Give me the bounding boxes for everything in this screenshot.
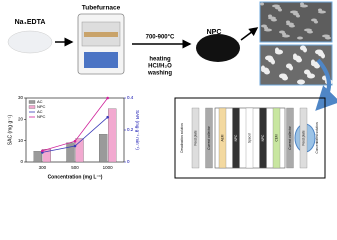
line: [42, 97, 108, 152]
cell-layer: [205, 107, 213, 169]
cell-label: Current collector: [288, 125, 292, 149]
pore: [265, 55, 273, 61]
pore: [315, 49, 323, 55]
cell-label: NPC: [261, 134, 265, 141]
bar: [75, 138, 84, 163]
cell-label: AEM: [220, 134, 224, 141]
precursor-label: Na₄EDTA: [15, 19, 46, 26]
cell-layer: [245, 107, 254, 169]
legend-label: NPC: [37, 114, 46, 119]
pore: [279, 73, 287, 79]
condition-label: washing: [147, 71, 172, 77]
cell-label: NPC: [234, 134, 238, 141]
pore: [286, 63, 292, 69]
pore: [272, 4, 280, 8]
bar: [66, 142, 75, 163]
line-point: [73, 139, 77, 143]
y2-tick-label: 0: [127, 159, 130, 164]
pore: [290, 10, 298, 14]
legend-label: AC: [37, 99, 43, 104]
furnace-label: Tubefurnace: [82, 5, 121, 12]
bar: [99, 134, 108, 163]
pore: [279, 30, 285, 34]
line-point: [41, 149, 44, 153]
pore: [268, 14, 272, 18]
y-tick-label: 30: [18, 95, 24, 100]
y-tick-label: 10: [18, 138, 24, 143]
pore: [304, 69, 310, 75]
cell-layer: [191, 107, 200, 169]
line-point: [106, 115, 109, 119]
y-tick-label: 0: [20, 159, 23, 164]
cell-layer: [218, 107, 227, 169]
cell-label: Desalination solution: [180, 123, 184, 153]
pore: [311, 59, 315, 65]
legend-label: AC: [37, 109, 43, 114]
cell-layer: [259, 107, 267, 169]
pore: [261, 65, 265, 71]
cell-layer: [272, 107, 281, 169]
cell-layer: [286, 107, 294, 169]
pore: [260, 2, 264, 6]
pore: [300, 2, 304, 6]
condition-label: HCl/H₂O: [148, 64, 172, 70]
line-point: [73, 144, 77, 148]
product-label: NPC: [207, 29, 222, 36]
x-tick-label: 500: [71, 165, 79, 170]
y2-tick-label: 0.4: [127, 95, 134, 100]
bar: [33, 151, 42, 163]
legend-label: NPC: [37, 104, 46, 109]
pore: [300, 45, 306, 51]
pore: [311, 18, 317, 22]
condition-label: 700-900°C: [146, 35, 175, 41]
pore: [297, 79, 305, 85]
cell-label: Current collector: [207, 125, 211, 149]
y-axis-label: SAC (mg g⁻¹): [7, 114, 13, 145]
legend-swatch: [28, 105, 36, 109]
tube-furnace: [77, 13, 125, 75]
line-point: [106, 96, 109, 100]
pore: [293, 53, 297, 59]
npc-powder: [196, 34, 240, 62]
graphical-abstract: Na₄EDTA Tubefurnace NPC Desalination sol…: [7, 1, 337, 180]
arrow: [240, 27, 259, 41]
pore: [275, 47, 279, 53]
pore: [297, 36, 303, 40]
powder: [7, 30, 53, 54]
pore: [322, 34, 330, 38]
cell-label: Feed plate: [193, 130, 197, 145]
y-tick-label: 20: [18, 117, 24, 122]
cell-layer: [299, 107, 308, 169]
x-tick-label: 300: [39, 165, 47, 170]
pore: [304, 28, 312, 32]
cell-label: Concentrated solution: [315, 122, 319, 153]
y2-tick-label: 0.2: [127, 127, 134, 132]
y2-axis-label: SAR (mg g⁻¹ min⁻¹): [135, 110, 140, 150]
x-tick-label: 1000: [103, 165, 114, 170]
x-axis-label: Concentration (mg L⁻¹): [48, 174, 103, 180]
condition-label: heating: [149, 57, 171, 63]
cell-label: Spacer: [247, 132, 251, 143]
sem-image: [259, 1, 333, 43]
pore: [261, 24, 267, 28]
cell-label: Feed plate: [301, 130, 305, 145]
pore: [286, 20, 290, 24]
cell-label: CEM: [274, 134, 278, 141]
cell-layer: [232, 107, 240, 169]
pore: [318, 8, 322, 12]
bar: [108, 108, 117, 163]
legend-swatch: [28, 100, 36, 104]
curved-arrow: [315, 58, 337, 111]
